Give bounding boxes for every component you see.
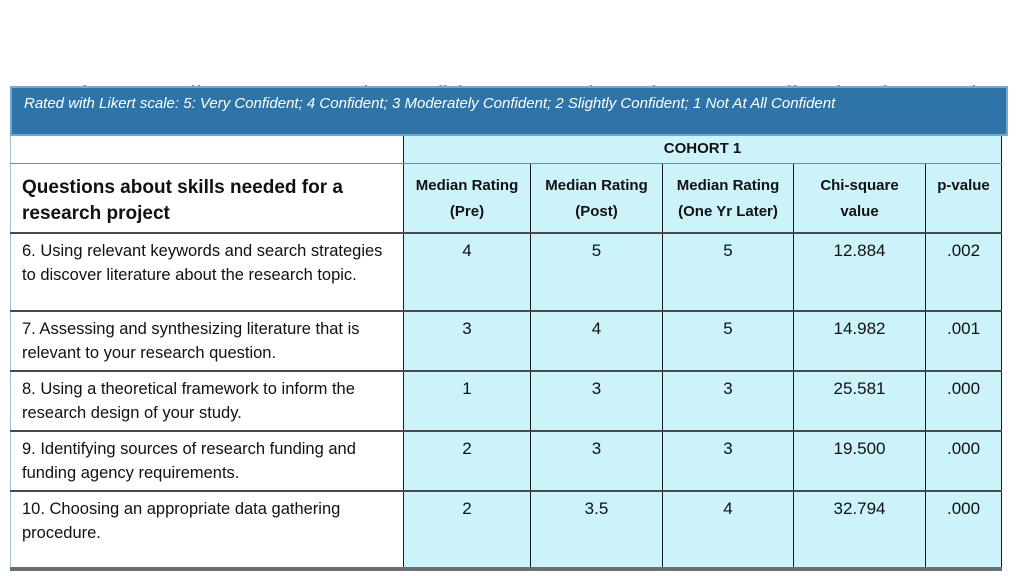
median-pre-cell: 4 (403, 231, 531, 311)
median-one-yr-cell: 4 (662, 489, 794, 571)
median-post-cell: 5 (530, 231, 663, 311)
likert-scale-text: Rated with Likert scale: 5: Very Confide… (24, 95, 836, 112)
question-cell: 7. Assessing and synthesizing literature… (10, 309, 404, 371)
cohort-group-header: COHORT 1 (402, 136, 1003, 164)
chi-square-cell: 12.884 (793, 231, 926, 311)
p-value-cell: .000 (924, 369, 1003, 431)
median-one-yr-cell: 5 (662, 231, 794, 311)
chi-square-cell: 14.982 (793, 309, 926, 371)
question-column-header: Questions about skills needed for a rese… (10, 162, 404, 233)
cohort-group-row: COHORT 1 (10, 136, 1003, 164)
p-value-cell: .000 (924, 429, 1003, 491)
median-one-yr-cell: 5 (662, 309, 794, 371)
question-cell: 9. Identifying sources of research fundi… (10, 429, 404, 491)
median-post-cell: 3 (530, 369, 663, 431)
median-post-cell: 3 (530, 429, 663, 491)
median-post-cell: 3.5 (530, 489, 663, 571)
column-header-median-one-yr: Median Rating (One Yr Later) (662, 162, 794, 233)
p-value-cell: .000 (924, 489, 1003, 571)
table-row-q8: 8. Using a theoretical framework to info… (10, 369, 1003, 431)
median-pre-cell: 2 (403, 429, 531, 491)
table-row-q6: 6. Using relevant keywords and search st… (10, 231, 1003, 311)
table-row-q10: 10. Choosing an appropriate data gatheri… (10, 489, 1003, 571)
confidence-table: COHORT 1 Questions about skills needed f… (10, 136, 1003, 571)
question-cell: 8. Using a theoretical framework to info… (10, 369, 404, 431)
table-row-q7: 7. Assessing and synthesizing literature… (10, 309, 1003, 371)
chi-square-cell: 19.500 (793, 429, 926, 491)
table-row-q9: 9. Identifying sources of research fundi… (10, 429, 1003, 491)
column-header-median-pre: Median Rating (Pre) (403, 162, 531, 233)
question-cell: 6. Using relevant keywords and search st… (10, 231, 404, 311)
chi-square-cell: 32.794 (793, 489, 926, 571)
p-value-cell: .002 (924, 231, 1003, 311)
column-header-chi-square: Chi-square value (793, 162, 926, 233)
median-one-yr-cell: 3 (662, 369, 794, 431)
empty-corner-cell (10, 136, 404, 164)
column-header-median-post: Median Rating (Post) (530, 162, 663, 233)
p-value-cell: .001 (924, 309, 1003, 371)
question-cell: 10. Choosing an appropriate data gatheri… (10, 489, 404, 571)
column-header-row: Questions about skills needed for a rese… (10, 162, 1003, 233)
median-pre-cell: 1 (403, 369, 531, 431)
column-header-p-value: p-value (924, 162, 1003, 233)
median-pre-cell: 3 (403, 309, 531, 371)
median-pre-cell: 2 (403, 489, 531, 571)
median-one-yr-cell: 3 (662, 429, 794, 491)
chi-square-cell: 25.581 (793, 369, 926, 431)
likert-scale-banner: Rated with Likert scale: 5: Very Confide… (10, 86, 1008, 136)
median-post-cell: 4 (530, 309, 663, 371)
